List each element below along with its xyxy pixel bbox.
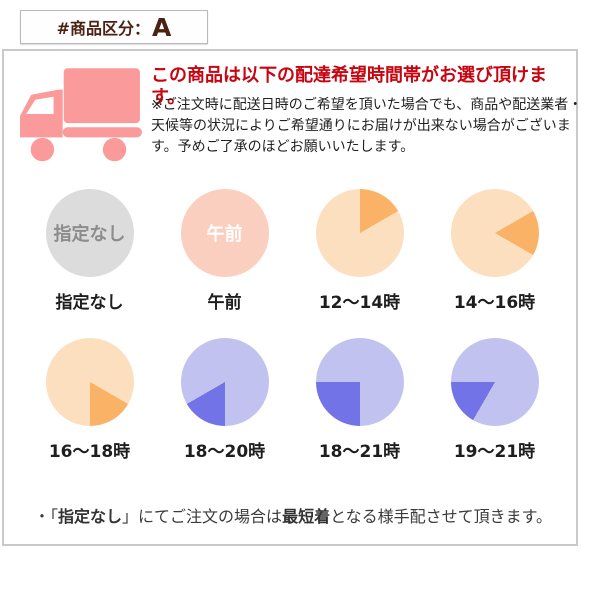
clock-pie-icon <box>180 338 269 426</box>
delivery-truck-icon <box>18 63 144 165</box>
clock-pie-icon <box>45 338 134 426</box>
time-slot-label: 16〜18時 <box>48 442 131 462</box>
shortest-delivery-note: ・「指定なし」にてご注文の場合は最短着となる様手配させて頂きます。 <box>34 503 574 527</box>
clock-pie-icon: 指定なし <box>45 189 134 277</box>
time-slot-label: 14〜16時 <box>453 293 536 313</box>
time-slot-grid: 指定なし 指定なし 午前 午前 12〜14時 14〜16時 16〜18時 18〜… <box>22 189 562 462</box>
clock-pie-icon <box>450 189 539 277</box>
time-slot-label: 午前 <box>207 293 242 313</box>
clock-pie-icon <box>450 338 539 426</box>
time-slot-16-18: 16〜18時 <box>22 338 157 462</box>
note-suffix: となる様手配させて頂きます。 <box>330 507 552 526</box>
time-slot-14-16: 14〜16時 <box>427 189 562 313</box>
note-middle: 」にてご注文の場合は <box>122 507 283 526</box>
clock-pie-icon <box>315 338 404 426</box>
clock-pie-icon <box>315 189 404 277</box>
note-open-bracket: 「 <box>50 507 59 526</box>
pie-inner-label: 午前 <box>206 224 243 245</box>
time-slot-label: 指定なし <box>55 293 124 313</box>
time-slot-no-preference: 指定なし 指定なし <box>22 189 157 313</box>
product-category-label: #商品区分： <box>56 19 151 38</box>
time-slot-19-21: 19〜21時 <box>427 338 562 462</box>
time-slot-label: 19〜21時 <box>453 442 536 462</box>
time-slot-12-14: 12〜14時 <box>292 189 427 313</box>
time-slot-label: 18〜21時 <box>318 442 401 462</box>
time-slot-label: 18〜20時 <box>183 442 266 462</box>
delivery-disclaimer: ※ご注文時に配送日時のご希望を頂いた場合でも、商品や配送業者・天候等の状況により… <box>151 97 583 155</box>
delivery-info-panel: この商品は以下の配達希望時間帯がお選び頂けます。 ※ご注文時に配送日時のご希望を… <box>2 49 582 546</box>
clock-pie-icon: 午前 <box>180 189 269 277</box>
note-bold-no-preference: 指定なし <box>58 507 123 526</box>
time-slot-18-20: 18〜20時 <box>157 338 292 462</box>
product-category-code: A <box>152 12 172 42</box>
product-category-box: #商品区分： A <box>20 10 208 44</box>
pie-inner-label: 指定なし <box>53 224 126 245</box>
note-bullet: ・ <box>34 507 51 526</box>
note-bold-shortest: 最短着 <box>282 507 331 526</box>
time-slot-label: 12〜14時 <box>318 293 401 313</box>
delivery-title: この商品は以下の配達希望時間帯がお選び頂けます。 <box>151 65 547 108</box>
time-slot-morning: 午前 午前 <box>157 189 292 313</box>
time-slot-18-21: 18〜21時 <box>292 338 427 462</box>
